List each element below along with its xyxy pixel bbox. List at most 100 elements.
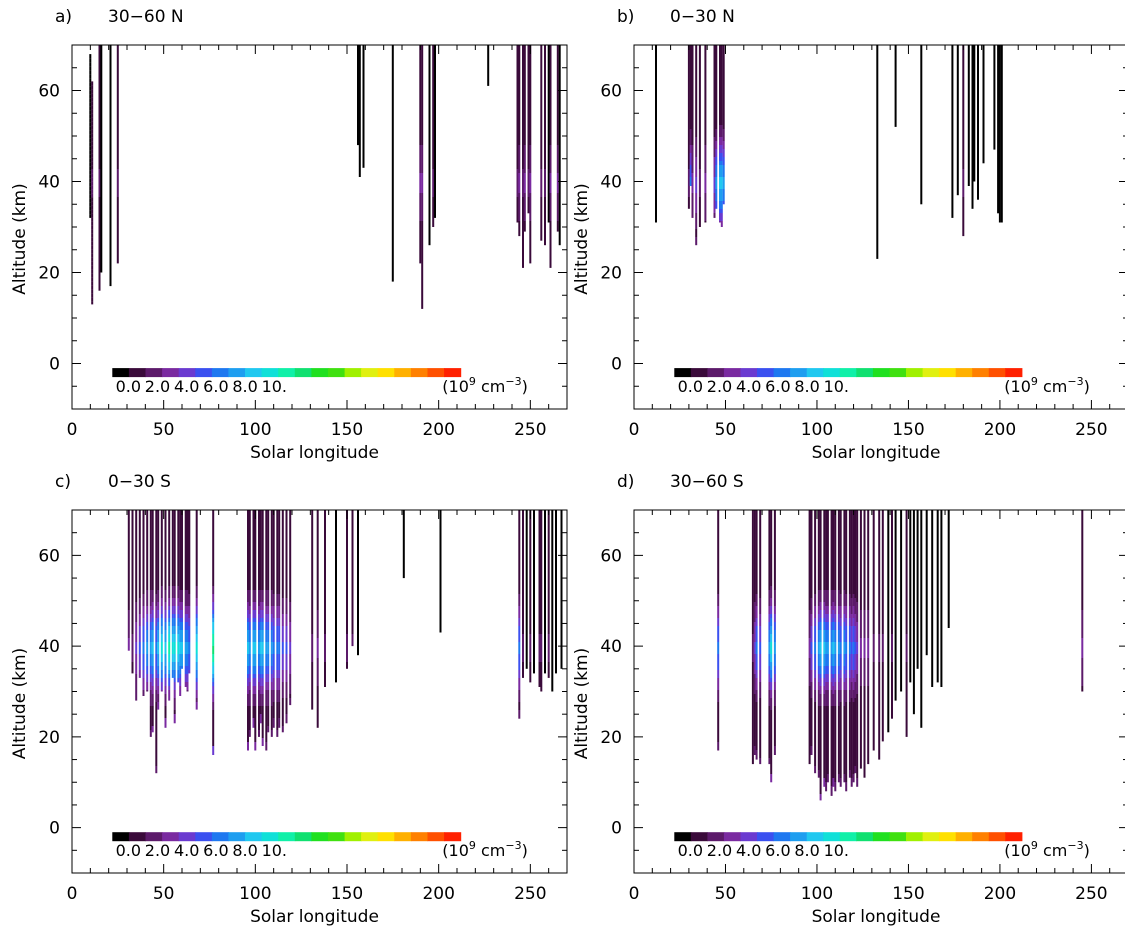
- colorbar-unit-base: (10: [1004, 377, 1031, 396]
- profile-6: [357, 45, 359, 146]
- profile-17: [832, 510, 835, 787]
- colorbar-swatch: [690, 832, 708, 842]
- colorbar-unit-exp-a: 9: [469, 375, 476, 388]
- colorbar-swatch: [410, 832, 428, 842]
- profile-17: [181, 510, 183, 669]
- colorbar-swatch: [955, 368, 973, 378]
- profile-16: [956, 45, 959, 196]
- profile-49: [522, 510, 524, 678]
- profile-0: [655, 45, 657, 223]
- profile-35: [891, 510, 893, 719]
- colorbar-swatch: [245, 832, 263, 842]
- profile-21: [195, 510, 198, 710]
- colorbar-unit: (109 cm−3): [442, 839, 528, 860]
- colorbar-swatch: [707, 832, 725, 842]
- y-tick-label: 20: [38, 728, 60, 748]
- colorbar-swatch: [195, 832, 213, 842]
- profile-13: [823, 510, 826, 787]
- y-tick-label: 60: [600, 546, 622, 566]
- colorbar-swatch: [178, 832, 196, 842]
- profile-58: [555, 510, 557, 674]
- profile-26: [254, 510, 257, 751]
- x-axis-label: Solar longitude: [250, 443, 379, 463]
- colorbar-tick-label: 2.0: [145, 841, 170, 860]
- colorbar-swatch: [278, 832, 296, 842]
- profile-16: [516, 45, 519, 223]
- colorbar-unit-base: (10: [1004, 841, 1031, 860]
- profile-50: [525, 510, 528, 669]
- colorbar-swatch: [211, 832, 229, 842]
- y-tick-label: 40: [38, 637, 60, 657]
- profile-11: [421, 45, 424, 309]
- x-tick-label: 200: [422, 420, 454, 440]
- profile-43: [925, 510, 928, 656]
- colorbar-swatch: [757, 368, 775, 378]
- profile-43: [346, 510, 348, 669]
- colorbar-tick-label: 2.0: [145, 377, 170, 396]
- colorbar-swatch: [856, 368, 874, 378]
- colorbar-swatch: [377, 368, 395, 378]
- profile-10: [419, 45, 422, 264]
- colorbar-swatch: [723, 832, 741, 842]
- colorbar-swatch: [773, 832, 791, 842]
- colorbar-swatch: [839, 832, 857, 842]
- profile-20: [839, 510, 842, 787]
- colorbar-swatch: [939, 832, 957, 842]
- colorbar-unit-mid: cm: [476, 841, 505, 860]
- x-tick-label: 50: [715, 884, 737, 904]
- profile-59: [560, 510, 563, 669]
- x-tick-label: 150: [892, 884, 924, 904]
- colorbar-swatch: [823, 832, 841, 842]
- colorbar-swatch: [112, 368, 130, 378]
- colorbar-swatch: [311, 368, 329, 378]
- profile-2: [135, 510, 138, 701]
- y-axis-label: Altitude (km): [572, 648, 592, 760]
- profile-9: [157, 510, 160, 710]
- colorbar-swatch: [690, 368, 708, 378]
- profile-6: [770, 510, 773, 783]
- profile-30: [265, 510, 268, 751]
- colorbar-tick-label: 6.0: [765, 377, 790, 396]
- colorbar-tick-label: 8.0: [232, 841, 257, 860]
- y-tick-label: 40: [600, 173, 622, 193]
- profile-9: [810, 510, 813, 755]
- profile-23: [993, 45, 996, 150]
- profile-3: [691, 45, 694, 218]
- colorbar-unit-exp-b: −3: [1067, 839, 1083, 852]
- colorbar-swatch: [112, 832, 130, 842]
- colorbar-swatch: [427, 368, 445, 378]
- colorbar-swatch: [394, 832, 412, 842]
- profile-45: [357, 510, 359, 656]
- profile-25: [852, 510, 855, 783]
- colorbar-swatch: [856, 832, 874, 842]
- colorbar-swatch: [674, 832, 692, 842]
- profile-11: [164, 510, 167, 728]
- colorbar-swatch: [839, 368, 857, 378]
- colorbar-unit-mid: cm: [476, 377, 505, 396]
- profile-7: [773, 510, 776, 755]
- colorbar-unit-close: ): [522, 841, 528, 860]
- colorbar-swatch: [394, 368, 412, 378]
- profile-1: [751, 510, 754, 765]
- colorbar-tick-label: 8.0: [794, 841, 819, 860]
- y-tick-label: 60: [38, 546, 60, 566]
- profile-39: [909, 510, 912, 683]
- profile-14: [825, 510, 828, 792]
- x-tick-label: 100: [239, 420, 271, 440]
- panel-c: 0.0 2.0 4.0 6.0 8.0 10. (109 cm−3)0 50 100 150 200…: [10, 472, 568, 927]
- colorbar-unit-mid: cm: [1038, 377, 1067, 396]
- profiles: [655, 45, 1003, 259]
- profile-5: [698, 45, 701, 227]
- colorbar-unit-base: (10: [442, 377, 469, 396]
- profile-53: [538, 510, 541, 687]
- profile-27: [856, 510, 859, 787]
- profile-44: [931, 510, 934, 687]
- colorbar-swatch: [128, 368, 146, 378]
- profile-8: [715, 45, 718, 209]
- colorbar-tick-label: 0.0: [116, 841, 141, 860]
- colorbar-swatch: [344, 832, 362, 842]
- colorbar-swatch: [162, 368, 180, 378]
- profile-15: [951, 45, 954, 218]
- profile-30: [867, 510, 870, 765]
- profile-37: [285, 510, 288, 724]
